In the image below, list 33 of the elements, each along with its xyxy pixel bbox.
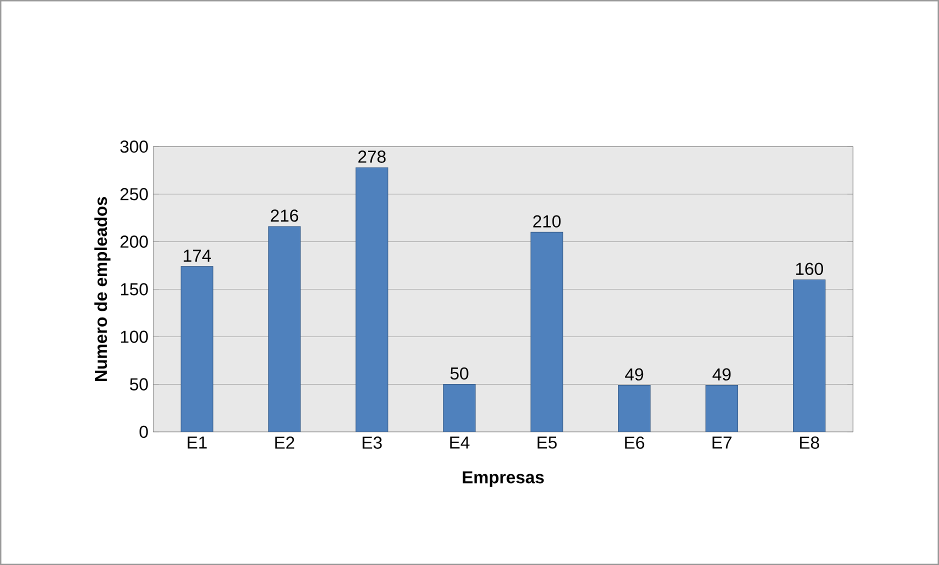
data-label: 278	[358, 150, 386, 163]
x-tick-label: E5	[538, 436, 557, 449]
data-label: 50	[450, 367, 468, 380]
bar	[356, 167, 388, 432]
bar	[792, 279, 826, 432]
y-tick-label: 150	[120, 283, 148, 296]
x-tick-label: E2	[275, 436, 294, 449]
bar	[618, 384, 651, 432]
y-tick-label: 100	[120, 330, 148, 343]
bar	[268, 226, 301, 432]
x-tick-label: E4	[450, 436, 470, 448]
data-label: 49	[625, 368, 644, 380]
y-tick-label: 250	[120, 188, 148, 200]
data-label: 174	[184, 250, 211, 262]
x-tick-label: E1	[188, 436, 207, 448]
x-tick-label: E3	[362, 436, 382, 449]
y-axis-title: Numero de empleados	[94, 196, 110, 381]
x-tick-label: E6	[625, 436, 644, 449]
x-tick-label: E7	[712, 436, 732, 448]
bar	[443, 384, 476, 432]
bar	[706, 384, 738, 432]
x-axis-title: Empresas	[462, 471, 544, 487]
bar	[180, 266, 214, 432]
y-tick-label: 50	[130, 378, 148, 390]
bar	[530, 232, 564, 432]
data-label: 216	[270, 209, 298, 222]
x-tick-label: E8	[800, 436, 820, 449]
data-label: 210	[533, 215, 561, 228]
y-tick-label: 300	[120, 140, 148, 153]
data-label: 160	[796, 262, 824, 275]
data-label: 49	[712, 368, 731, 380]
y-tick-label: 200	[120, 236, 148, 248]
y-tick-label: 0	[140, 426, 148, 438]
